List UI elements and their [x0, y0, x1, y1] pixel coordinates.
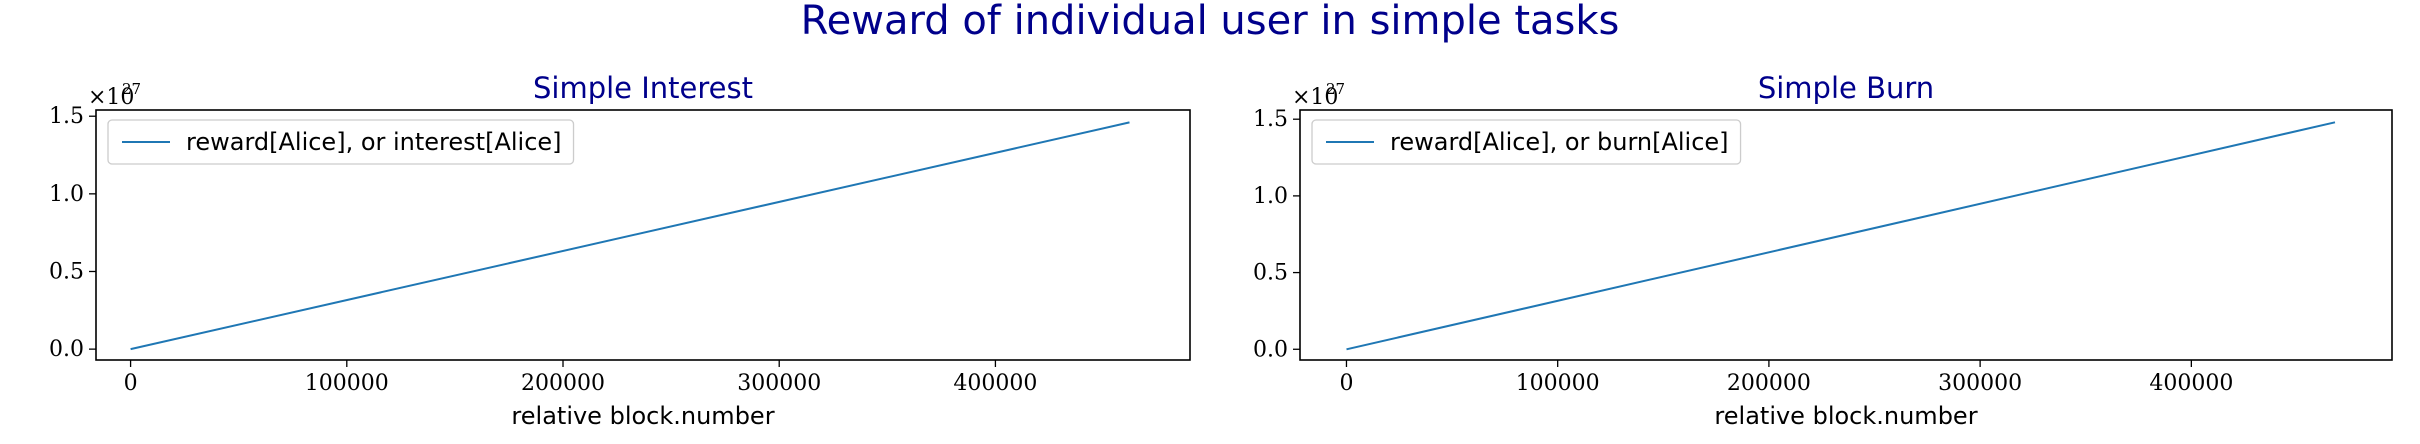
y-tick-label: 1.5 — [1253, 107, 1288, 132]
series-line — [1346, 121, 2336, 351]
subplot-title: Simple Burn — [1758, 71, 1934, 105]
y-tick-label: 1.0 — [49, 182, 84, 207]
x-tick-label: 400000 — [953, 371, 1037, 396]
axes-frame — [1299, 109, 2393, 361]
x-tick-label: 300000 — [737, 371, 821, 396]
x-tick-label: 200000 — [521, 371, 605, 396]
legend-label: reward[Alice], or interest[Alice] — [186, 128, 562, 156]
figure-title: Reward of individual user in simple task… — [801, 0, 1620, 44]
x-axis-label: relative block.number — [511, 402, 774, 430]
x-axis-label: relative block.number — [1714, 402, 1977, 430]
subplot-simple-interest: Simple Interest 0 100000 200000 300000 400000… — [49, 71, 1191, 430]
subplot-title: Simple Interest — [533, 71, 753, 105]
x-tick-label: 100000 — [305, 371, 389, 396]
y-offset-multiplier: ×10 — [1292, 85, 1338, 110]
legend-box — [107, 119, 575, 165]
x-tick-label: 400000 — [2149, 371, 2233, 396]
y-tick-label: 0.5 — [1253, 261, 1288, 286]
y-tick-label: 0.0 — [49, 337, 84, 362]
x-tick-label: 0 — [1339, 371, 1353, 396]
y-offset-exponent: 27 — [1326, 80, 1345, 98]
x-tick-label: 100000 — [1516, 371, 1600, 396]
legend-box — [1311, 119, 1742, 165]
subplot-simple-burn: Simple Burn 0 100000 200000 300000 400000 0.0 0… — [1253, 71, 2393, 430]
axes-frame — [95, 109, 1191, 361]
x-tick-label: 300000 — [1938, 371, 2022, 396]
y-tick-label: 1.5 — [49, 104, 84, 129]
x-tick-label: 0 — [124, 371, 138, 396]
series-line — [130, 121, 1130, 351]
y-tick-label: 0.0 — [1253, 337, 1288, 362]
y-tick-label: 1.0 — [1253, 184, 1288, 209]
y-tick-label: 0.5 — [49, 259, 84, 284]
y-offset-multiplier: ×10 — [88, 85, 134, 110]
x-tick-label: 200000 — [1727, 371, 1811, 396]
y-offset-exponent: 27 — [122, 80, 141, 98]
legend-label: reward[Alice], or burn[Alice] — [1390, 128, 1729, 156]
